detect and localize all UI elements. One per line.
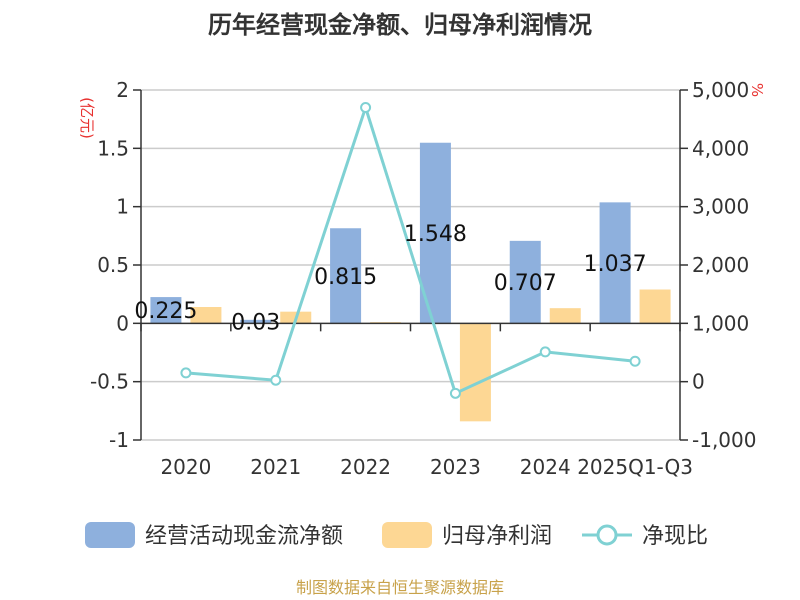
legend-swatch-ratio-marker	[596, 524, 618, 546]
line-layer	[180, 102, 641, 399]
legend: 经营活动现金流净额 归母净利润 净现比	[85, 522, 708, 549]
ratio-point-2020	[180, 367, 192, 379]
data-labels: 0.225 0.03 0.815 1.548 0.707 1.037	[134, 222, 646, 335]
left-tick-label-3: 0.5	[97, 253, 129, 277]
cashflow-bar-2020	[150, 297, 182, 324]
left-tick-label-6: 2	[116, 78, 129, 102]
cashflow-value-label-2023: 1.548	[404, 222, 467, 247]
ratio-point-2023	[449, 387, 461, 399]
axes: -1 -0.5 0 0.5 1 1.5 2 -1,000 0 1,000 2,000 3,000 4,0…	[90, 78, 757, 479]
right-tick-label-1: 0	[692, 370, 705, 394]
left-tick-label-4: 1	[116, 195, 129, 219]
right-tick-label-0: -1,000	[692, 428, 756, 452]
cashflow-bar-2024	[509, 240, 541, 324]
cashflow-value-label-2020: 0.225	[134, 299, 197, 324]
profit-bar-2023	[459, 323, 491, 422]
cashflow-bar-2025q1-q3	[599, 202, 631, 324]
right-tick-label-2: 1,000	[692, 311, 749, 335]
right-tick-label-3: 2,000	[692, 253, 749, 277]
data-source: 制图数据来自恒生聚源数据库	[296, 578, 504, 597]
ratio-line	[185, 102, 636, 396]
x-tick-label-2023: 2023	[430, 455, 481, 479]
chart-title: 历年经营现金净额、归母净利润情况	[208, 11, 592, 39]
cashflow-value-label-2024: 0.707	[494, 271, 557, 296]
right-tick-label-4: 3,000	[692, 195, 749, 219]
ratio-point-2021	[270, 374, 282, 386]
cashflow-value-label-2025q1-q3: 1.037	[584, 252, 647, 277]
legend-swatch-profit	[382, 522, 432, 548]
profit-bar-2020	[190, 307, 222, 324]
legend-label-ratio: 净现比	[642, 524, 708, 549]
x-tick-label-2021: 2021	[250, 455, 301, 479]
left-tick-label-5: 1.5	[97, 136, 129, 160]
left-axis-unit: (亿元)	[78, 97, 96, 139]
ratio-point-2025q1-q3	[629, 355, 641, 367]
x-tick-label-2020: 2020	[160, 455, 211, 479]
left-tick-label-2: 0	[116, 311, 129, 335]
right-tick-label-5: 4,000	[692, 136, 749, 160]
bar-layer	[150, 142, 671, 422]
legend-label-cashflow: 经营活动现金流净额	[145, 524, 343, 549]
x-tick-label-2025q1-q3: 2025Q1-Q3	[577, 455, 693, 479]
left-tick-label-1: -0.5	[90, 370, 129, 394]
grid-lines	[141, 89, 680, 441]
cashflow-value-label-2022: 0.815	[314, 265, 377, 290]
x-tick-label-2024: 2024	[520, 455, 571, 479]
legend-label-profit: 归母净利润	[442, 524, 552, 549]
cashflow-value-label-2021: 0.03	[231, 310, 280, 335]
ratio-point-2022	[360, 102, 372, 113]
cashflow-bar-2021	[240, 319, 272, 324]
x-tick-label-2022: 2022	[340, 455, 391, 479]
left-tick-label-0: -1	[109, 428, 129, 452]
profit-bar-2025q1-q3	[639, 289, 671, 324]
legend-swatch-cashflow	[85, 522, 135, 548]
cashflow-bar-2022	[330, 228, 362, 324]
right-axis-unit: %	[748, 83, 766, 97]
right-tick-label-6: 5,000	[692, 78, 749, 102]
profit-bar-2024	[549, 308, 581, 324]
ratio-point-2024	[539, 346, 551, 358]
